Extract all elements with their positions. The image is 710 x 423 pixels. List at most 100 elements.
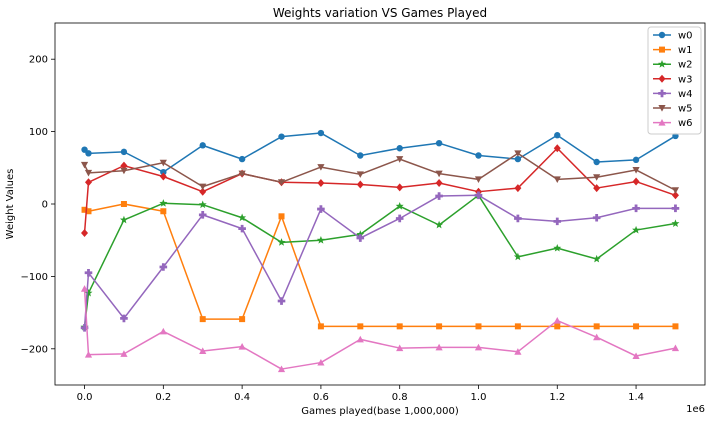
data-point-w1: [514, 323, 521, 330]
x-axis-label: Games played(base 1,000,000): [301, 406, 459, 417]
data-point-w2: [435, 220, 444, 229]
x-tick-label: 1.4: [628, 392, 644, 403]
data-point-w6: [632, 352, 640, 360]
data-point-w6: [159, 327, 167, 335]
x-axis-offset-label: 1e6: [686, 404, 705, 415]
data-point-w2: [356, 230, 365, 238]
legend-marker: [659, 46, 665, 53]
data-point-w6: [593, 333, 601, 341]
legend-item-w1: w1: [653, 45, 693, 56]
data-point-w5: [396, 156, 404, 163]
data-point-w1: [396, 323, 403, 330]
data-point-w6: [553, 316, 561, 324]
data-point-w6: [474, 343, 483, 351]
data-point-w0: [593, 158, 600, 166]
data-point-w5: [84, 169, 93, 177]
data-point-w4: [159, 263, 168, 271]
data-point-w5: [435, 170, 443, 178]
x-axis-ticks: 0.0 0.2 0.4 0.6 0.8 1.0 1.2 1.4: [77, 385, 644, 403]
data-point-w2: [238, 213, 247, 222]
legend-marker: [658, 105, 666, 112]
legend-label: w1: [678, 45, 693, 56]
data-point-w0: [396, 145, 403, 152]
data-point-w2: [159, 199, 168, 207]
y-tick-label: 200: [29, 55, 48, 66]
data-point-w3: [120, 161, 128, 170]
data-point-w1: [160, 208, 167, 215]
data-point-w3: [514, 184, 522, 193]
x-tick-label: 0.2: [155, 392, 171, 403]
data-point-w4: [238, 224, 246, 233]
x-tick-label: 0.6: [313, 392, 329, 403]
series-w4: [80, 191, 680, 332]
data-point-w0: [514, 155, 522, 163]
legend-label: w6: [678, 118, 693, 129]
data-point-w3: [632, 177, 640, 186]
y-tick-label: 100: [29, 127, 48, 138]
data-point-w0: [160, 168, 167, 176]
data-point-w1: [199, 316, 206, 323]
data-point-w4: [671, 204, 680, 213]
data-point-w2: [632, 225, 641, 234]
data-point-w2: [592, 254, 601, 263]
data-point-w6: [199, 347, 207, 354]
data-point-w0: [238, 155, 246, 163]
data-point-w4: [592, 213, 601, 222]
data-point-w5: [199, 183, 207, 191]
data-point-w1: [85, 208, 92, 215]
data-point-w4: [277, 297, 286, 305]
legend-label: w5: [678, 104, 693, 115]
data-point-w4: [474, 191, 483, 200]
data-point-w0: [317, 129, 325, 137]
data-point-w0: [554, 132, 561, 139]
legend-label: w2: [678, 60, 693, 71]
data-point-w5: [356, 171, 364, 178]
data-point-w4: [553, 217, 562, 226]
y-axis-label: Weight Values: [5, 169, 16, 240]
data-point-w4: [435, 192, 443, 200]
legend-label: w0: [678, 31, 693, 42]
data-point-w0: [475, 152, 482, 159]
data-point-w1: [120, 201, 127, 207]
legend: w0 w1 w2 w3 w4 w5 w6: [647, 26, 702, 135]
legend-item-w5: w5: [653, 104, 693, 115]
data-point-w3: [671, 191, 679, 200]
data-point-w3: [81, 228, 89, 237]
data-point-w6: [277, 365, 286, 373]
data-point-w1: [593, 323, 600, 330]
plot-frame: [54, 22, 706, 386]
data-point-w4: [80, 324, 89, 332]
series-w6: [80, 285, 680, 373]
data-point-w4: [356, 234, 365, 242]
data-point-w3: [317, 179, 325, 188]
data-point-w5: [159, 159, 167, 167]
data-point-w6: [317, 358, 325, 366]
legend-marker: [658, 31, 666, 39]
data-point-w5: [317, 164, 325, 171]
data-point-w3: [356, 180, 364, 189]
data-point-w4: [198, 211, 207, 219]
data-point-w6: [84, 350, 93, 358]
legend-marker: [658, 119, 666, 126]
y-axis-ticks: −200 −100 0 100 200: [21, 55, 55, 355]
data-point-w0: [435, 139, 443, 147]
data-point-w1: [81, 206, 88, 213]
data-point-w1: [554, 323, 561, 330]
series-w5: [80, 150, 680, 194]
data-point-w5: [80, 161, 89, 169]
data-point-w1: [436, 323, 443, 330]
x-tick-label: 1.2: [549, 392, 565, 403]
data-point-w0: [85, 150, 92, 157]
data-point-w2: [671, 219, 680, 227]
legend-item-w4: w4: [653, 89, 693, 100]
data-point-w6: [120, 350, 128, 357]
x-tick-label: 0.8: [392, 392, 408, 403]
data-point-w4: [84, 268, 93, 277]
data-point-w3: [84, 178, 92, 187]
data-point-w2: [198, 200, 207, 209]
data-point-w0: [357, 152, 364, 159]
data-point-w6: [238, 343, 246, 350]
data-point-w6: [396, 344, 404, 352]
data-point-w2: [395, 201, 404, 210]
